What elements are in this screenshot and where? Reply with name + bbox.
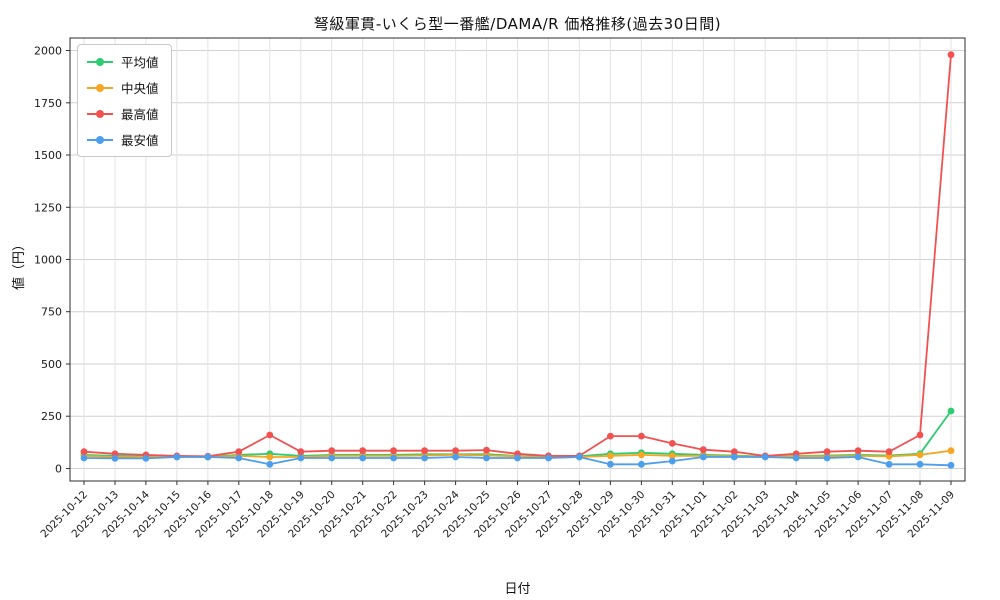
data-point xyxy=(297,454,305,462)
y-tick-label: 500 xyxy=(41,358,62,371)
legend: 平均値中央値最高値最安値 xyxy=(77,44,172,157)
data-point xyxy=(638,460,645,468)
data-point xyxy=(699,453,707,461)
data-point xyxy=(916,460,924,468)
data-point xyxy=(699,446,707,454)
legend-label: 最高値 xyxy=(121,107,159,122)
legend-item: 平均値 xyxy=(87,52,159,71)
data-point xyxy=(668,457,676,465)
data-point xyxy=(328,447,336,455)
y-tick-label: 2000 xyxy=(34,45,62,58)
y-tick-label: 0 xyxy=(55,463,62,476)
chart-title: 弩級軍貫-いくら型一番艦/DAMA/R 価格推移(過去30日間) xyxy=(313,15,722,33)
data-point xyxy=(947,461,955,469)
data-point xyxy=(885,448,893,456)
x-axis-label: 日付 xyxy=(504,582,531,597)
y-tick-label: 1750 xyxy=(34,97,62,110)
data-point xyxy=(421,447,428,455)
data-point xyxy=(173,453,181,461)
data-point xyxy=(421,454,428,462)
data-point xyxy=(761,453,769,461)
legend-label: 平均値 xyxy=(121,55,159,70)
data-point xyxy=(854,447,862,455)
plot-border xyxy=(69,37,966,482)
data-point xyxy=(328,454,336,462)
data-point xyxy=(823,448,831,456)
data-point xyxy=(576,453,583,461)
data-point xyxy=(483,454,490,462)
data-point xyxy=(638,451,645,459)
data-point xyxy=(266,431,274,439)
legend-marker-icon xyxy=(87,135,113,145)
y-tick-label: 750 xyxy=(41,306,62,319)
data-point xyxy=(142,455,150,462)
data-point xyxy=(514,454,521,462)
data-point xyxy=(854,453,862,461)
data-point xyxy=(668,440,676,447)
data-point xyxy=(80,454,88,462)
data-point xyxy=(730,453,738,461)
legend-item: 最安値 xyxy=(87,130,159,149)
data-point xyxy=(80,448,88,456)
data-point xyxy=(266,453,274,461)
data-point xyxy=(359,454,367,462)
data-point xyxy=(607,460,614,468)
data-point xyxy=(947,407,955,415)
y-tick-label: 1250 xyxy=(34,201,62,214)
data-point xyxy=(483,446,490,454)
data-point xyxy=(823,454,831,462)
data-point xyxy=(390,447,397,455)
data-point xyxy=(235,448,243,456)
data-point xyxy=(545,454,552,462)
data-point xyxy=(111,455,119,462)
data-point xyxy=(607,452,614,460)
data-point xyxy=(947,447,955,455)
data-point xyxy=(452,453,459,461)
y-tick-label: 250 xyxy=(41,410,62,423)
data-point xyxy=(916,451,924,459)
data-point xyxy=(916,431,924,439)
legend-marker-icon xyxy=(87,83,113,93)
data-point xyxy=(607,432,614,440)
data-point xyxy=(730,448,738,456)
data-point xyxy=(452,447,459,455)
data-point xyxy=(638,432,645,440)
data-point xyxy=(235,454,243,462)
legend-marker-icon xyxy=(87,57,113,67)
legend-item: 中央値 xyxy=(87,78,159,97)
legend-label: 中央値 xyxy=(121,81,159,96)
data-point xyxy=(204,453,212,461)
data-point xyxy=(792,454,800,462)
y-tick-label: 1000 xyxy=(34,254,62,267)
data-point xyxy=(297,448,305,456)
data-point xyxy=(359,447,367,455)
legend-marker-icon xyxy=(87,109,113,119)
legend-label: 最安値 xyxy=(121,133,159,148)
y-tick-label: 1500 xyxy=(34,149,62,162)
data-point xyxy=(266,460,274,468)
legend-item: 最高値 xyxy=(87,104,159,123)
data-point xyxy=(885,460,893,468)
data-point xyxy=(390,454,397,462)
data-point xyxy=(947,51,955,59)
data-point xyxy=(668,452,676,460)
